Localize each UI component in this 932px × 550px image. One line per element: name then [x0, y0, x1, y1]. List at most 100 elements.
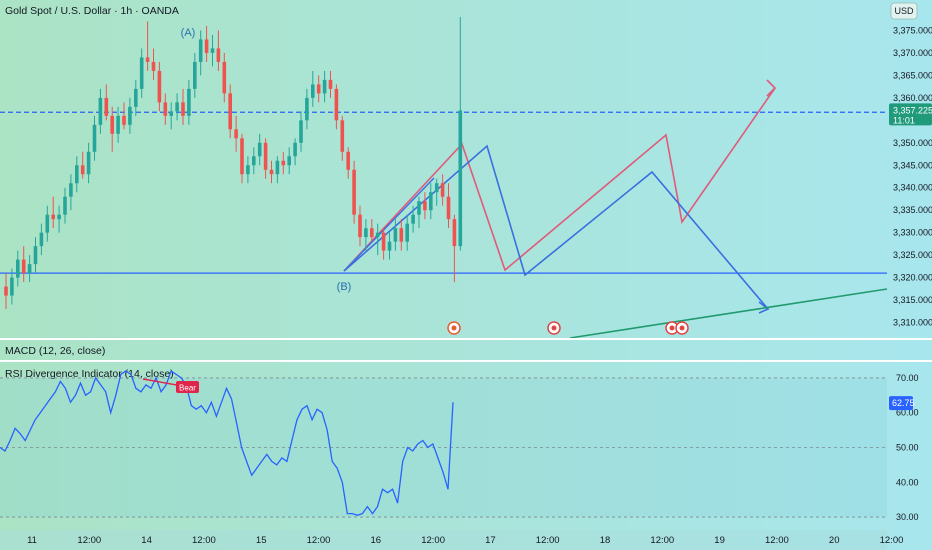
candle-body	[352, 169, 356, 215]
price-axis-tick: 3,360.000	[893, 93, 932, 103]
countdown-value: 11:01	[893, 115, 915, 125]
candle-body	[281, 160, 286, 166]
projection-path-blue	[343, 144, 769, 310]
bear-label-box	[176, 381, 199, 393]
candle-body	[440, 183, 445, 197]
candle-body	[252, 156, 256, 166]
candle-body	[169, 111, 173, 116]
candle-body	[145, 57, 150, 62]
bear-label: Bear	[179, 384, 196, 393]
candle-body	[181, 102, 185, 116]
price-axis-tick: 3,350.000	[893, 138, 932, 148]
price-axis: 3,375.000 3,370.000 3,365.000 3,360.000 3,35…	[893, 25, 932, 327]
trend-line-up	[343, 177, 435, 272]
candle-body	[257, 142, 262, 157]
event-marker-dot	[551, 325, 557, 331]
time-axis-tick: 12:00	[192, 535, 216, 546]
price-pane[interactable]: Gold Spot / U.S. Dollar · 1h · OANDA USD…	[0, 2, 932, 339]
candle-body	[216, 48, 221, 62]
rsi-bands	[0, 377, 887, 518]
candle-body	[263, 142, 268, 170]
rsi-axis: 70.00 60.00 50.00 40.00 30.00	[896, 373, 919, 522]
time-axis-tick: 14	[141, 535, 152, 546]
wave-label-b: (B)	[337, 281, 352, 293]
rsi-axis-tick: 70.00	[896, 373, 919, 383]
bear-divergence: Bear	[142, 378, 199, 393]
event-markers[interactable]	[447, 321, 689, 335]
time-axis-tick: 12:00	[536, 535, 560, 546]
candle-body	[446, 196, 451, 220]
time-axis-tick: 12:00	[765, 535, 789, 546]
price-axis-tick: 3,320.000	[893, 273, 932, 283]
last-price-value: 3,357.225	[893, 105, 932, 115]
candle-body	[246, 165, 250, 175]
candle-body	[33, 246, 38, 265]
candle-body	[86, 151, 91, 175]
candle-body	[204, 39, 209, 53]
projection-path-red	[343, 87, 776, 272]
time-axis-tick: 12:00	[77, 535, 101, 546]
time-axis-tick: 20	[829, 535, 840, 546]
candle-body	[458, 110, 463, 247]
candle-body	[423, 201, 427, 211]
candle-body	[287, 156, 291, 166]
candle-body	[405, 223, 409, 242]
arrow-head-red	[766, 79, 777, 97]
currency-badge-box[interactable]	[890, 2, 918, 20]
candle-body	[393, 228, 398, 242]
candle-body	[187, 88, 191, 116]
candle-body	[75, 165, 79, 184]
candle-body	[21, 259, 26, 274]
currency-badge[interactable]: USD	[894, 6, 914, 16]
time-axis-tick: 19	[714, 535, 725, 546]
macd-pane: MACD (12, 26, close)	[5, 345, 105, 357]
candle-body	[151, 61, 156, 71]
time-axis[interactable]: 11 12:00 14 12:00 15 12:00 16 12:00 17 12:00 18 12:…	[0, 530, 932, 550]
arrow-head-blue	[758, 301, 770, 314]
candle-body	[4, 286, 8, 296]
candle-body	[27, 264, 32, 274]
candle-body	[358, 214, 362, 238]
candle-body	[316, 84, 321, 94]
price-axis-tick: 3,345.000	[893, 160, 932, 170]
candle-body	[328, 79, 333, 89]
candle-body	[210, 48, 215, 53]
trend-line-green	[569, 288, 888, 339]
rsi-pane[interactable]: RSI Divergence Indicator (14, close) 70.…	[0, 368, 919, 522]
time-axis-tick: 16	[371, 535, 382, 546]
price-axis-tick: 3,335.000	[893, 205, 932, 215]
price-axis-tick: 3,330.000	[893, 228, 932, 238]
candle-body	[275, 160, 280, 175]
candle-body	[370, 228, 374, 238]
candle-body	[110, 115, 114, 134]
candle-body	[45, 214, 50, 233]
candle-body	[305, 97, 309, 121]
rsi-axis-tick: 30.00	[896, 512, 919, 522]
candle-body	[269, 169, 274, 175]
candle-body	[222, 61, 227, 94]
candle-body	[16, 259, 20, 278]
candle-body	[234, 129, 238, 139]
candle-body	[39, 232, 44, 247]
candle-body	[417, 201, 421, 215]
chart-drawings	[343, 79, 888, 339]
candle-body	[57, 214, 61, 220]
candle-body	[128, 106, 132, 125]
price-levels	[0, 111, 887, 274]
price-axis-tick: 3,375.000	[893, 25, 932, 35]
time-axis-bar	[0, 530, 887, 550]
candle-body	[299, 120, 303, 143]
candle-body	[375, 232, 380, 238]
candle-body	[387, 241, 392, 251]
candle-body	[293, 142, 297, 157]
candle-body	[175, 102, 179, 112]
rsi-axis-tick: 50.00	[896, 442, 919, 452]
candle-body	[51, 214, 55, 220]
candle-body	[10, 277, 14, 296]
rsi-value-box	[889, 396, 913, 411]
candle-body	[429, 192, 433, 211]
event-marker-dot	[451, 325, 457, 331]
